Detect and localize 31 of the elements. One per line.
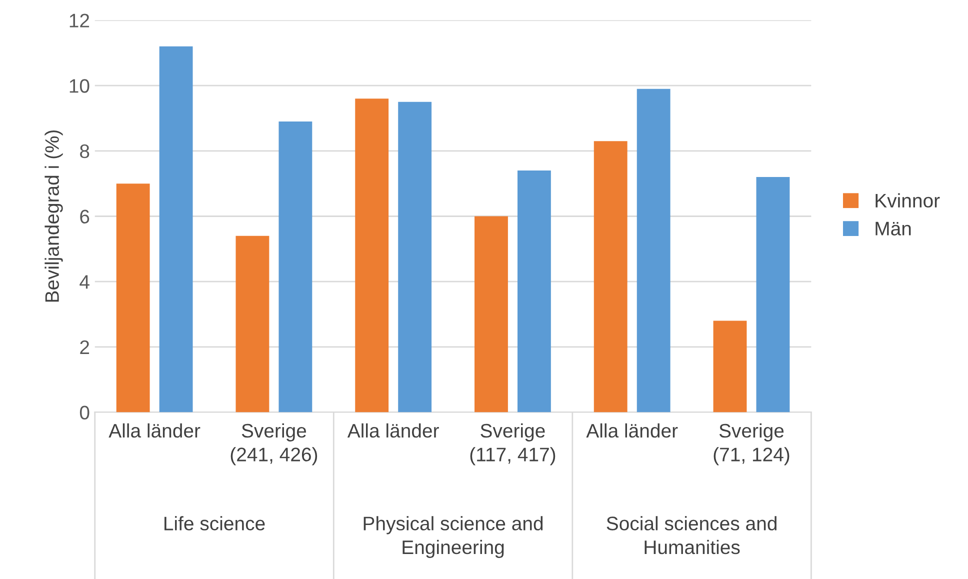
y-tick-label: 4 <box>80 275 90 289</box>
text: Life science <box>164 516 265 530</box>
bar <box>236 236 270 412</box>
bar <box>474 216 508 412</box>
bar <box>355 98 389 412</box>
x-tick-label: Sverige (117, 417) <box>470 423 556 466</box>
y-tick-label: 0 <box>80 406 90 420</box>
bar <box>159 46 193 412</box>
text: Physical science and Engineering <box>364 516 543 558</box>
legend-label: Kvinnor <box>876 193 940 208</box>
x-tick-label: Alla länder <box>586 423 678 438</box>
x-tick-label: Sverige (241, 426) <box>230 423 318 466</box>
y-tick-label: 6 <box>80 210 90 224</box>
y-tick-label: 8 <box>80 144 90 158</box>
x-tick-label: Sverige (71, 124) <box>714 423 790 466</box>
bar <box>594 141 628 412</box>
bar <box>756 177 790 412</box>
x-tick-label: Alla länder <box>347 423 439 438</box>
bar <box>517 170 551 412</box>
bar <box>278 122 312 412</box>
y-tick-label: 12 <box>70 14 90 28</box>
bar <box>116 184 150 412</box>
legend-label: Män <box>876 222 911 236</box>
y-axis-title: Beviljandegrad i (%) <box>44 130 63 302</box>
bar <box>398 102 432 412</box>
y-tick-label: 10 <box>70 79 90 93</box>
bar <box>636 88 670 412</box>
y-tick-label: 2 <box>80 340 90 354</box>
x-tick-label: Alla länder <box>108 423 200 438</box>
bar <box>713 320 747 412</box>
text: Social sciences and Humanities <box>606 516 776 554</box>
